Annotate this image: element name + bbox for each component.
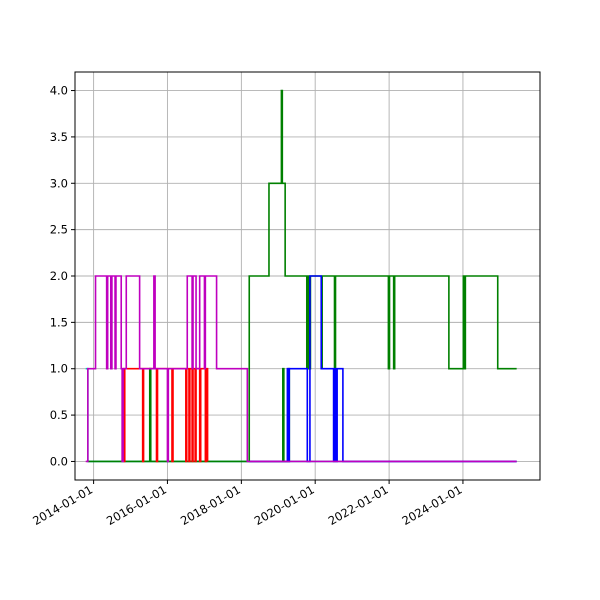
y-tick-label: 3.5 (50, 130, 68, 144)
y-axis: 0.0 0.5 1.0 1.5 2.0 2.5 3.0 3.5 4.0 (50, 84, 75, 468)
y-tick-label: 4.0 (50, 84, 68, 98)
y-tick-label: 2.5 (50, 223, 68, 237)
y-tick-label: 0.0 (50, 454, 68, 468)
y-tick-label: 1.5 (50, 315, 68, 329)
series-line-3 (249, 275, 517, 463)
series-line-4 (122, 367, 209, 463)
y-tick-label: 0.5 (50, 408, 68, 422)
y-tick-label: 2.0 (50, 269, 68, 283)
series-group (85, 89, 517, 463)
y-tick-label: 1.0 (50, 362, 68, 376)
series-line-5 (85, 275, 517, 463)
y-tick-label: 3.0 (50, 176, 68, 190)
